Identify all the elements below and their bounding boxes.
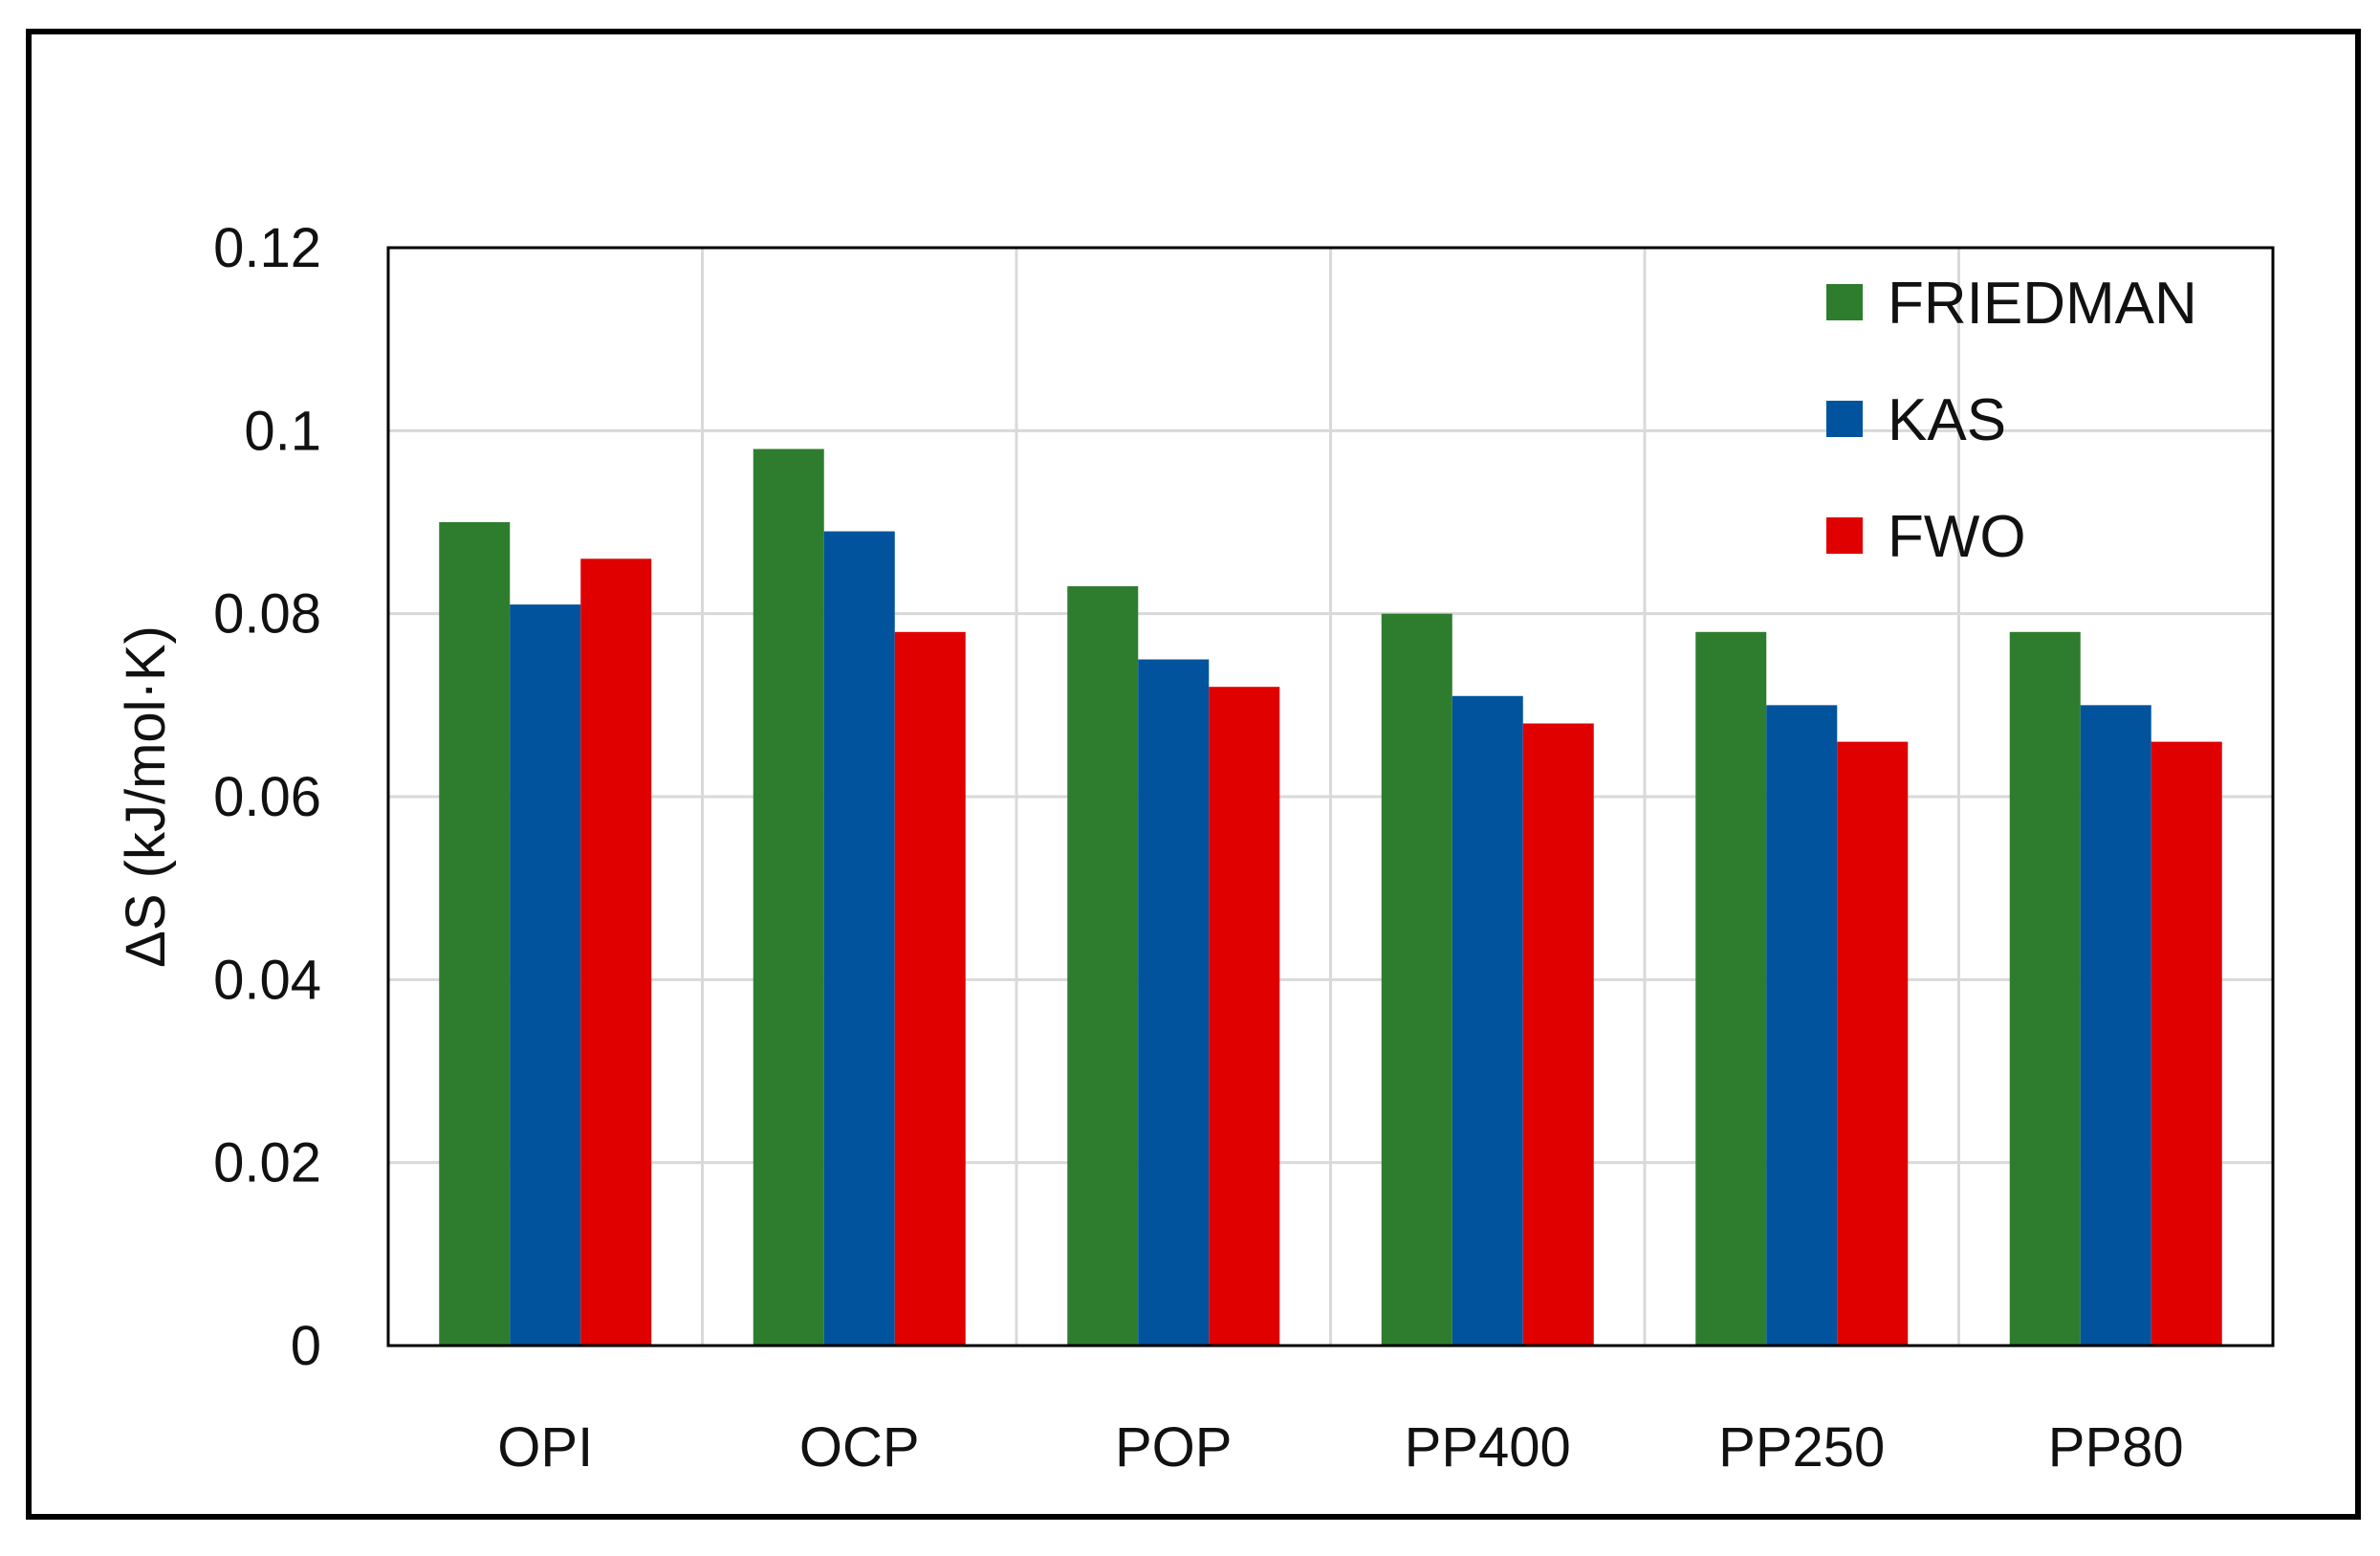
x-axis-ticks: OPI OCP POP PP400 PP250 PP80 xyxy=(497,1416,2183,1479)
legend-swatch-kas xyxy=(1826,401,1863,437)
bar-fwo-pp80 xyxy=(2151,741,2222,1346)
bar-friedman-opi xyxy=(439,522,511,1346)
bar-fwo-pop xyxy=(1209,687,1280,1346)
y-tick-label: 0.12 xyxy=(213,217,321,279)
bar-fwo-opi xyxy=(580,559,652,1346)
legend-swatch-fwo xyxy=(1826,517,1863,554)
x-tick-label: POP xyxy=(1115,1416,1233,1479)
legend: FRIEDMAN KAS FWO xyxy=(1826,271,2197,570)
y-axis-title: ΔS (kJ/mol·K) xyxy=(115,625,177,968)
y-tick-label: 0 xyxy=(291,1315,321,1377)
bar-friedman-pp250 xyxy=(1695,631,1767,1346)
legend-label-kas: KAS xyxy=(1888,387,2006,453)
legend-label-fwo: FWO xyxy=(1888,504,2026,570)
y-axis-ticks: 0 0.02 0.04 0.06 0.08 0.1 0.12 xyxy=(213,217,321,1377)
bar-kas-pp250 xyxy=(1766,705,1838,1346)
grid xyxy=(388,248,2273,1346)
x-tick-label: PP80 xyxy=(2048,1416,2184,1479)
plot-area-border xyxy=(386,246,2275,1348)
bars xyxy=(439,449,2222,1346)
bar-kas-ocp xyxy=(823,531,895,1346)
bar-fwo-ocp xyxy=(894,631,966,1346)
x-tick-label: PP400 xyxy=(1405,1416,1571,1479)
bar-fwo-pp250 xyxy=(1837,741,1909,1346)
bar-kas-pop xyxy=(1138,659,1210,1346)
x-tick-label: OPI xyxy=(497,1416,593,1479)
bar-friedman-pp80 xyxy=(2009,631,2081,1346)
bar-friedman-ocp xyxy=(753,449,824,1346)
legend-swatch-friedman xyxy=(1826,284,1863,320)
y-tick-label: 0.02 xyxy=(213,1132,321,1194)
bar-fwo-pp400 xyxy=(1522,723,1594,1346)
bar-friedman-pop xyxy=(1067,585,1139,1346)
bar-kas-opi xyxy=(510,604,581,1346)
bar-friedman-pp400 xyxy=(1381,613,1452,1346)
bar-kas-pp400 xyxy=(1452,695,1523,1346)
y-tick-label: 0.08 xyxy=(213,583,321,646)
legend-label-friedman: FRIEDMAN xyxy=(1888,271,2197,337)
y-tick-label: 0.04 xyxy=(213,949,321,1011)
x-tick-label: OCP xyxy=(799,1416,920,1479)
bar-kas-pp80 xyxy=(2080,705,2151,1346)
y-tick-label: 0.06 xyxy=(213,766,321,828)
x-tick-label: PP250 xyxy=(1718,1416,1885,1479)
y-tick-label: 0.1 xyxy=(244,400,321,462)
